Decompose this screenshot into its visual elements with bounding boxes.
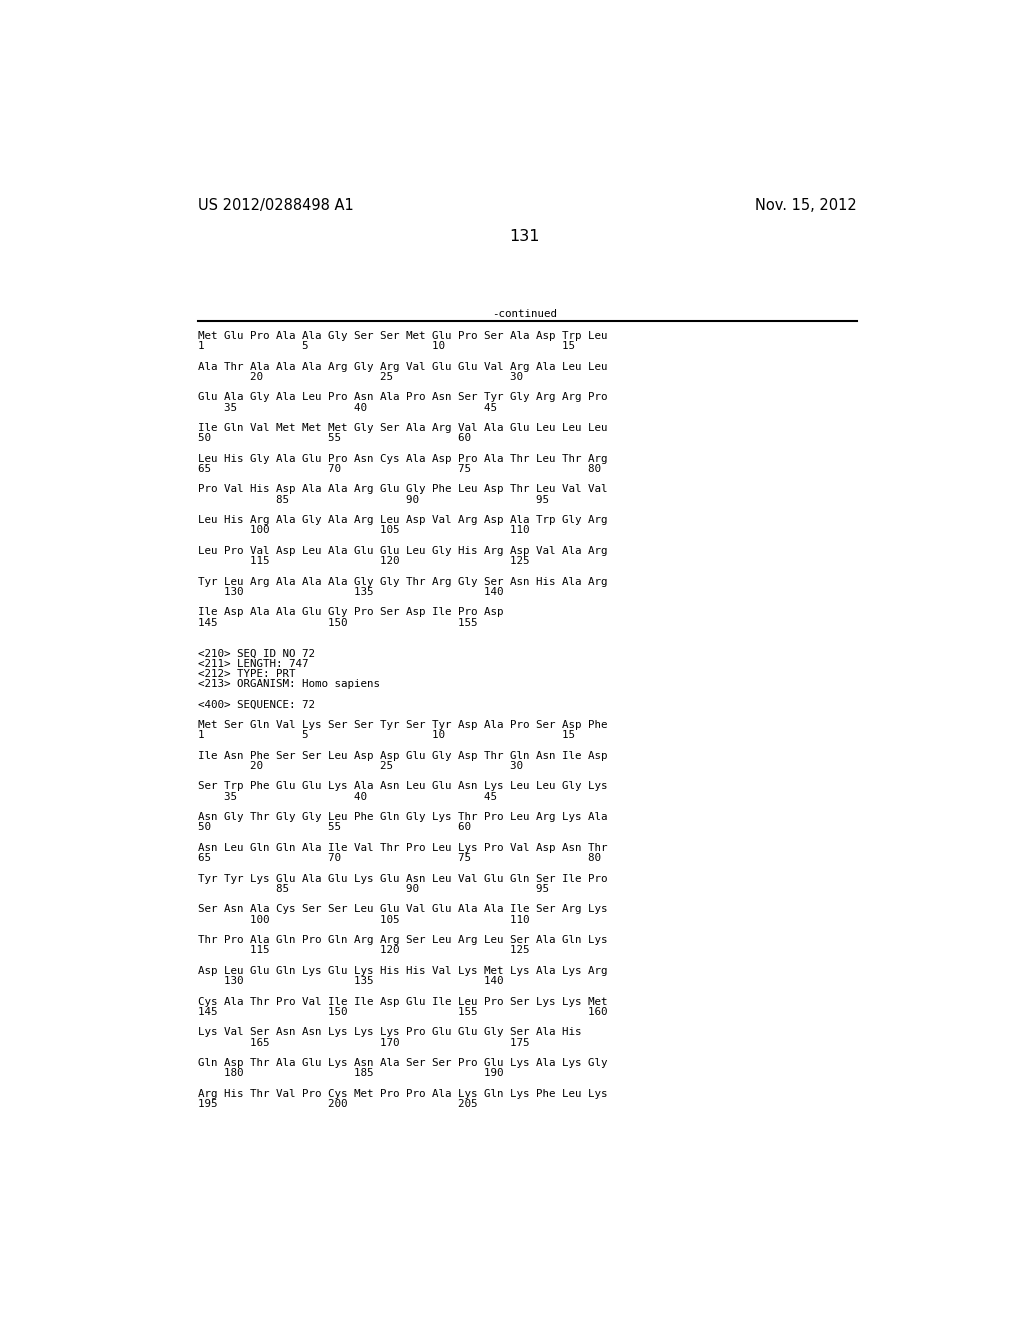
Text: Met Glu Pro Ala Ala Gly Ser Ser Met Glu Pro Ser Ala Asp Trp Leu: Met Glu Pro Ala Ala Gly Ser Ser Met Glu …: [198, 331, 607, 341]
Text: 115                 120                 125: 115 120 125: [198, 556, 529, 566]
Text: Cys Ala Thr Pro Val Ile Ile Asp Glu Ile Leu Pro Ser Lys Lys Met: Cys Ala Thr Pro Val Ile Ile Asp Glu Ile …: [198, 997, 607, 1007]
Text: 20                  25                  30: 20 25 30: [198, 372, 522, 381]
Text: Pro Val His Asp Ala Ala Arg Glu Gly Phe Leu Asp Thr Leu Val Val: Pro Val His Asp Ala Ala Arg Glu Gly Phe …: [198, 484, 607, 495]
Text: Lys Val Ser Asn Asn Lys Lys Lys Pro Glu Glu Gly Ser Ala His: Lys Val Ser Asn Asn Lys Lys Lys Pro Glu …: [198, 1027, 582, 1038]
Text: <213> ORGANISM: Homo sapiens: <213> ORGANISM: Homo sapiens: [198, 678, 380, 689]
Text: 130                 135                 140: 130 135 140: [198, 587, 503, 597]
Text: 130                 135                 140: 130 135 140: [198, 975, 503, 986]
Text: 180                 185                 190: 180 185 190: [198, 1068, 503, 1078]
Text: Ile Asn Phe Ser Ser Leu Asp Asp Glu Gly Asp Thr Gln Asn Ile Asp: Ile Asn Phe Ser Ser Leu Asp Asp Glu Gly …: [198, 751, 607, 760]
Text: Gln Asp Thr Ala Glu Lys Asn Ala Ser Ser Pro Glu Lys Ala Lys Gly: Gln Asp Thr Ala Glu Lys Asn Ala Ser Ser …: [198, 1059, 607, 1068]
Text: Ser Trp Phe Glu Glu Lys Ala Asn Leu Glu Asn Lys Leu Leu Gly Lys: Ser Trp Phe Glu Glu Lys Ala Asn Leu Glu …: [198, 781, 607, 792]
Text: US 2012/0288498 A1: US 2012/0288498 A1: [198, 198, 353, 214]
Text: Asn Gly Thr Gly Gly Leu Phe Gln Gly Lys Thr Pro Leu Arg Lys Ala: Asn Gly Thr Gly Gly Leu Phe Gln Gly Lys …: [198, 812, 607, 822]
Text: 165                 170                 175: 165 170 175: [198, 1038, 529, 1048]
Text: Thr Pro Ala Gln Pro Gln Arg Arg Ser Leu Arg Leu Ser Ala Gln Lys: Thr Pro Ala Gln Pro Gln Arg Arg Ser Leu …: [198, 935, 607, 945]
Text: 115                 120                 125: 115 120 125: [198, 945, 529, 956]
Text: Tyr Tyr Lys Glu Ala Glu Lys Glu Asn Leu Val Glu Gln Ser Ile Pro: Tyr Tyr Lys Glu Ala Glu Lys Glu Asn Leu …: [198, 874, 607, 883]
Text: 35                  40                  45: 35 40 45: [198, 403, 497, 413]
Text: Ser Asn Ala Cys Ser Ser Leu Glu Val Glu Ala Ala Ile Ser Arg Lys: Ser Asn Ala Cys Ser Ser Leu Glu Val Glu …: [198, 904, 607, 915]
Text: 195                 200                 205: 195 200 205: [198, 1100, 477, 1109]
Text: <210> SEQ ID NO 72: <210> SEQ ID NO 72: [198, 648, 314, 659]
Text: Leu Pro Val Asp Leu Ala Glu Glu Leu Gly His Arg Asp Val Ala Arg: Leu Pro Val Asp Leu Ala Glu Glu Leu Gly …: [198, 546, 607, 556]
Text: <212> TYPE: PRT: <212> TYPE: PRT: [198, 669, 295, 678]
Text: 65                  70                  75                  80: 65 70 75 80: [198, 853, 601, 863]
Text: 1               5                   10                  15: 1 5 10 15: [198, 730, 574, 741]
Text: Asn Leu Gln Gln Ala Ile Val Thr Pro Leu Lys Pro Val Asp Asn Thr: Asn Leu Gln Gln Ala Ile Val Thr Pro Leu …: [198, 843, 607, 853]
Text: 50                  55                  60: 50 55 60: [198, 822, 471, 833]
Text: Leu His Gly Ala Glu Pro Asn Cys Ala Asp Pro Ala Thr Leu Thr Arg: Leu His Gly Ala Glu Pro Asn Cys Ala Asp …: [198, 454, 607, 463]
Text: <211> LENGTH: 747: <211> LENGTH: 747: [198, 659, 308, 669]
Text: 65                  70                  75                  80: 65 70 75 80: [198, 465, 601, 474]
Text: 35                  40                  45: 35 40 45: [198, 792, 497, 801]
Text: Met Ser Gln Val Lys Ser Ser Tyr Ser Tyr Asp Ala Pro Ser Asp Phe: Met Ser Gln Val Lys Ser Ser Tyr Ser Tyr …: [198, 719, 607, 730]
Text: 1               5                   10                  15: 1 5 10 15: [198, 341, 574, 351]
Text: Leu His Arg Ala Gly Ala Arg Leu Asp Val Arg Asp Ala Trp Gly Arg: Leu His Arg Ala Gly Ala Arg Leu Asp Val …: [198, 515, 607, 525]
Text: Tyr Leu Arg Ala Ala Ala Gly Gly Thr Arg Gly Ser Asn His Ala Arg: Tyr Leu Arg Ala Ala Ala Gly Gly Thr Arg …: [198, 577, 607, 586]
Text: 100                 105                 110: 100 105 110: [198, 525, 529, 536]
Text: 100                 105                 110: 100 105 110: [198, 915, 529, 924]
Text: Ala Thr Ala Ala Ala Arg Gly Arg Val Glu Glu Val Arg Ala Leu Leu: Ala Thr Ala Ala Ala Arg Gly Arg Val Glu …: [198, 362, 607, 372]
Text: Arg His Thr Val Pro Cys Met Pro Pro Ala Lys Gln Lys Phe Leu Lys: Arg His Thr Val Pro Cys Met Pro Pro Ala …: [198, 1089, 607, 1098]
Text: 85                  90                  95: 85 90 95: [198, 495, 549, 504]
Text: Glu Ala Gly Ala Leu Pro Asn Ala Pro Asn Ser Tyr Gly Arg Arg Pro: Glu Ala Gly Ala Leu Pro Asn Ala Pro Asn …: [198, 392, 607, 403]
Text: Asp Leu Glu Gln Lys Glu Lys His His Val Lys Met Lys Ala Lys Arg: Asp Leu Glu Gln Lys Glu Lys His His Val …: [198, 966, 607, 975]
Text: 145                 150                 155                 160: 145 150 155 160: [198, 1007, 607, 1016]
Text: -continued: -continued: [493, 309, 557, 318]
Text: 85                  90                  95: 85 90 95: [198, 884, 549, 894]
Text: 145                 150                 155: 145 150 155: [198, 618, 477, 627]
Text: 131: 131: [510, 230, 540, 244]
Text: 20                  25                  30: 20 25 30: [198, 762, 522, 771]
Text: Ile Asp Ala Ala Glu Gly Pro Ser Asp Ile Pro Asp: Ile Asp Ala Ala Glu Gly Pro Ser Asp Ile …: [198, 607, 503, 618]
Text: 50                  55                  60: 50 55 60: [198, 433, 471, 444]
Text: Nov. 15, 2012: Nov. 15, 2012: [755, 198, 856, 214]
Text: <400> SEQUENCE: 72: <400> SEQUENCE: 72: [198, 700, 314, 710]
Text: Ile Gln Val Met Met Met Gly Ser Ala Arg Val Ala Glu Leu Leu Leu: Ile Gln Val Met Met Met Gly Ser Ala Arg …: [198, 422, 607, 433]
